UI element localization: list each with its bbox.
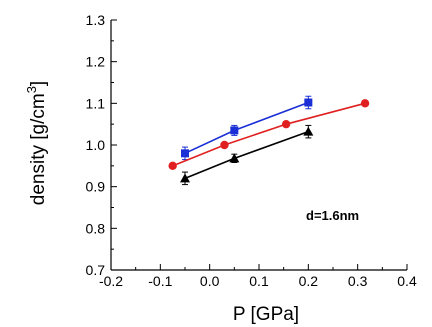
y-tick-label: 1.1 — [86, 95, 106, 111]
data-point-circle — [360, 99, 370, 108]
plot-series — [168, 95, 370, 186]
series-line-square — [184, 101, 309, 155]
series-line-circle — [172, 102, 366, 167]
data-point-square — [304, 98, 313, 107]
data-point-circle — [281, 119, 291, 129]
data-point-square — [230, 126, 239, 135]
x-tick-label: -0.2 — [99, 273, 123, 289]
x-tick-label: 0.3 — [348, 273, 368, 289]
plot-labels: P [GPa] density [g/cm3] d=1.6nm — [24, 81, 359, 325]
series-line-triangle — [184, 130, 309, 180]
x-axis-title: P [GPa] — [233, 304, 299, 325]
data-point-circle — [220, 140, 229, 150]
y-axis-title: density [g/cm3] — [24, 81, 49, 205]
data-point-triangle — [303, 126, 314, 136]
series-circle — [168, 99, 370, 171]
data-point-square — [181, 149, 189, 158]
y-tick-label: 0.8 — [86, 220, 106, 236]
data-point-circle — [168, 161, 177, 171]
y-tick-label: 1.0 — [86, 137, 106, 153]
x-tick-label: 0.1 — [249, 273, 269, 289]
plot-axes: -0.2 -0.1 0.0 0.1 0.2 0.3 0.4 0.7 0.8 0.9 1.0 1.1 1.… — [86, 12, 417, 289]
series-triangle — [180, 124, 314, 186]
x-tick-label: 0.4 — [397, 273, 417, 289]
annotation-d-value: d=1.6nm — [306, 208, 359, 223]
y-tick-label: 1.3 — [86, 12, 106, 28]
series-square — [181, 95, 313, 161]
y-tick-label: 0.9 — [86, 179, 106, 195]
x-tick-label: -0.1 — [148, 273, 172, 289]
x-tick-label: 0.0 — [200, 273, 220, 289]
y-axis-title-superscript: 3 — [24, 86, 39, 93]
y-tick-label: 1.2 — [86, 54, 106, 70]
data-point-triangle — [229, 153, 240, 163]
x-tick-label: 0.2 — [299, 273, 319, 289]
y-tick-label: 0.7 — [86, 262, 106, 278]
data-point-triangle — [180, 173, 190, 183]
